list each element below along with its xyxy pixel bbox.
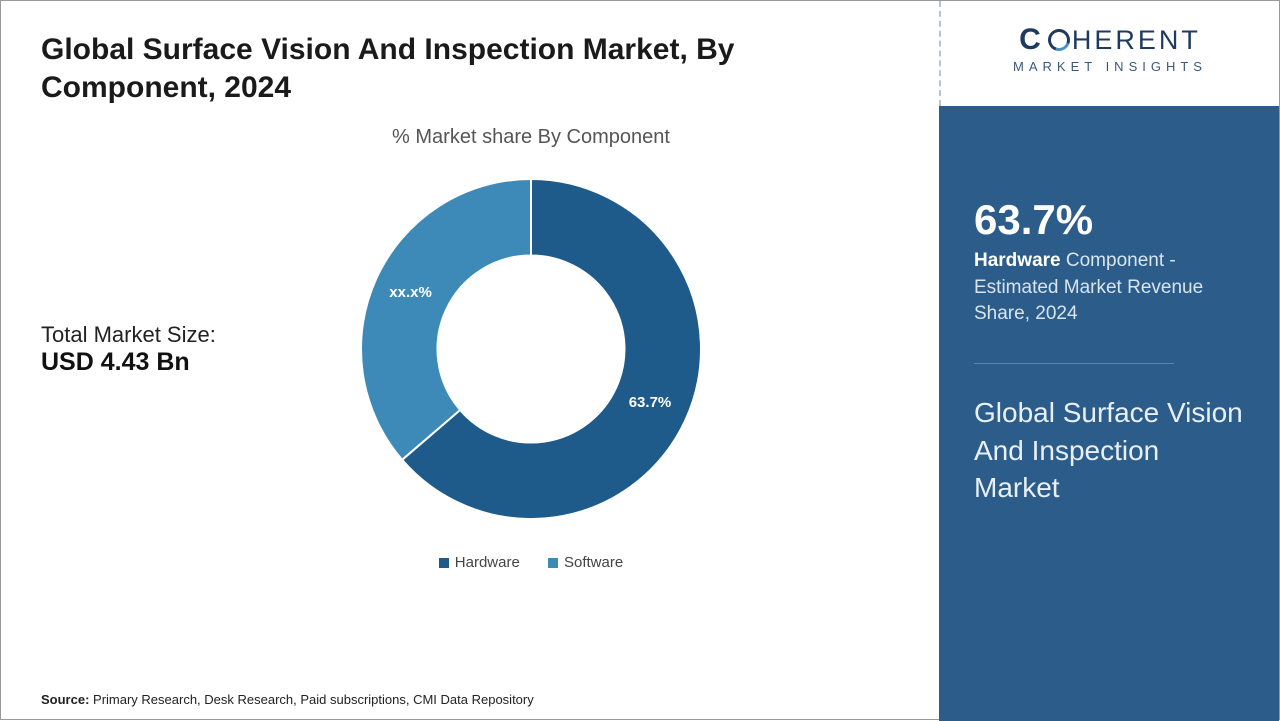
sidebar-stat-desc: Hardware Component - Estimated Market Re… <box>974 248 1244 328</box>
legend-swatch-software <box>548 558 558 568</box>
logo-line1: C HERENT <box>971 23 1249 57</box>
legend-swatch-hardware <box>439 558 449 568</box>
market-size-label: Total Market Size: <box>41 322 281 348</box>
sidebar-divider <box>974 363 1174 364</box>
legend-text-software: Software <box>564 554 623 571</box>
donut-svg <box>341 159 721 539</box>
right-panel: C HERENT MARKET INSIGHTS 63.7% Hardware … <box>939 1 1279 721</box>
legend-item-hardware: Hardware <box>439 554 520 571</box>
chart-row: Total Market Size: USD 4.43 Bn 63.7% xx.… <box>41 159 901 539</box>
main-content: Global Surface Vision And Inspection Mar… <box>1 1 941 721</box>
market-size-value: USD 4.43 Bn <box>41 348 281 377</box>
legend: Hardware Software <box>161 554 901 572</box>
chart-subtitle: % Market share By Component <box>161 126 901 149</box>
slice-label-hardware: 63.7% <box>629 394 672 411</box>
sidebar-stat-value: 63.7% <box>974 196 1244 244</box>
logo-c: C <box>1019 23 1044 57</box>
source-prefix: Source: <box>41 692 89 707</box>
sidebar-market-name: Global Surface Vision And Inspection Mar… <box>974 394 1244 507</box>
market-size-box: Total Market Size: USD 4.43 Bn <box>41 322 301 377</box>
page-title: Global Surface Vision And Inspection Mar… <box>41 31 901 106</box>
logo-ring-icon <box>1044 25 1073 54</box>
sidebar-stat-bold: Hardware <box>974 250 1061 271</box>
source-text: Primary Research, Desk Research, Paid su… <box>93 692 534 707</box>
legend-item-software: Software <box>548 554 623 571</box>
donut-chart: 63.7% xx.x% <box>341 159 721 539</box>
logo-line2: MARKET INSIGHTS <box>971 59 1249 74</box>
slice-label-software: xx.x% <box>389 284 432 301</box>
logo-rest: HERENT <box>1072 25 1201 56</box>
logo: C HERENT MARKET INSIGHTS <box>939 1 1279 106</box>
sidebar-box: 63.7% Hardware Component - Estimated Mar… <box>939 106 1279 721</box>
source-line: Source: Primary Research, Desk Research,… <box>41 692 534 707</box>
legend-text-hardware: Hardware <box>455 554 520 571</box>
